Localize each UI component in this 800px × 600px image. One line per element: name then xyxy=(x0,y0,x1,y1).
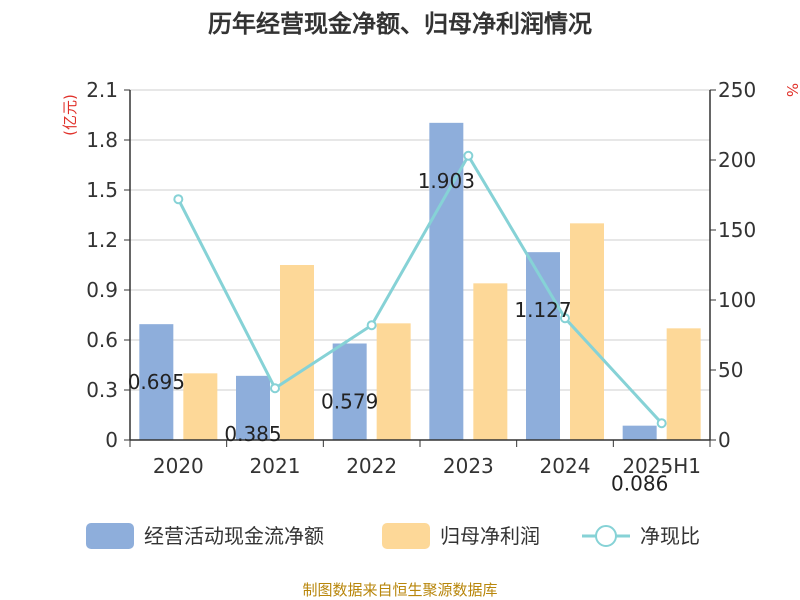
line-point-2022 xyxy=(366,320,377,331)
line-净现比 xyxy=(176,152,663,425)
bar-经营活动现金流净额-2020 xyxy=(139,324,174,440)
legend-marker xyxy=(595,525,617,547)
line-layer xyxy=(173,150,667,429)
data-label: 0.579 xyxy=(321,390,378,414)
x-tick-label: 2022 xyxy=(346,454,397,478)
bar-经营活动现金流净额-2022 xyxy=(332,343,367,440)
axis-layer: 0 0.3 0.6 0.9 1.2 1.5 1.8 2.1 0 50 100 150 200 250 202… xyxy=(86,78,756,478)
left-tick-label: 1.5 xyxy=(86,178,118,202)
bar-归母净利润-2022 xyxy=(376,323,411,440)
left-axis-unit: (亿元) xyxy=(61,94,79,136)
right-tick-label: 0 xyxy=(718,428,731,452)
legend-label: 净现比 xyxy=(640,524,700,548)
source-note: 制图数据来自恒生聚源数据库 xyxy=(302,581,497,599)
bar-经营活动现金流净额-2025H1 xyxy=(622,425,657,440)
bar-归母净利润-2021 xyxy=(280,265,314,440)
data-label: 0.695 xyxy=(128,370,185,394)
data-label: 0.385 xyxy=(224,422,281,446)
label-layer: 0.695 0.385 0.579 1.903 1.127 0.086 xyxy=(128,169,669,496)
right-tick-label: 150 xyxy=(718,218,756,242)
line-point-2024 xyxy=(560,313,570,324)
left-tick-label: 0 xyxy=(105,428,118,452)
left-tick-label: 0.3 xyxy=(86,378,118,402)
legend-swatch xyxy=(382,523,430,549)
bar-归母净利润-2023 xyxy=(473,283,508,440)
legend-label: 经营活动现金流净额 xyxy=(144,524,324,548)
line-point-2021 xyxy=(270,383,280,394)
bar-归母净利润-2025H1 xyxy=(666,328,701,440)
line-point-2025H1 xyxy=(656,418,667,429)
data-label: 1.903 xyxy=(418,169,475,193)
legend-label: 归母净利润 xyxy=(440,524,540,548)
left-tick-label: 1.8 xyxy=(86,128,118,152)
bar-经营活动现金流净额-2021 xyxy=(236,375,270,440)
bar-归母净利润-2024 xyxy=(570,223,604,440)
left-tick-label: 0.9 xyxy=(86,278,118,302)
right-tick-label: 200 xyxy=(718,148,756,172)
right-tick-label: 250 xyxy=(718,78,756,102)
x-tick-label: 2024 xyxy=(540,454,591,478)
x-tick-label: 2025H1 xyxy=(622,454,701,478)
left-tick-label: 1.2 xyxy=(86,228,118,252)
data-label: 1.127 xyxy=(514,298,571,322)
chart-title: 历年经营现金净额、归母净利润情况 xyxy=(208,10,592,38)
line-point-2023 xyxy=(463,150,474,161)
x-tick-label: 2023 xyxy=(443,454,494,478)
x-tick-label: 2020 xyxy=(153,454,204,478)
bar-归母净利润-2020 xyxy=(183,373,218,440)
right-tick-label: 50 xyxy=(718,358,743,382)
left-tick-label: 2.1 xyxy=(86,78,118,102)
x-tick-label: 2021 xyxy=(250,454,301,478)
right-tick-label: 100 xyxy=(718,288,756,312)
data-label: 0.086 xyxy=(611,472,668,496)
bar-layer xyxy=(139,122,701,440)
left-tick-label: 0.6 xyxy=(86,328,118,352)
line-point-2020 xyxy=(173,194,184,205)
right-axis-unit: % xyxy=(783,83,800,97)
legend: 经营活动现金流净额 归母净利润 净现比 xyxy=(86,523,700,549)
legend-swatch xyxy=(86,523,134,549)
